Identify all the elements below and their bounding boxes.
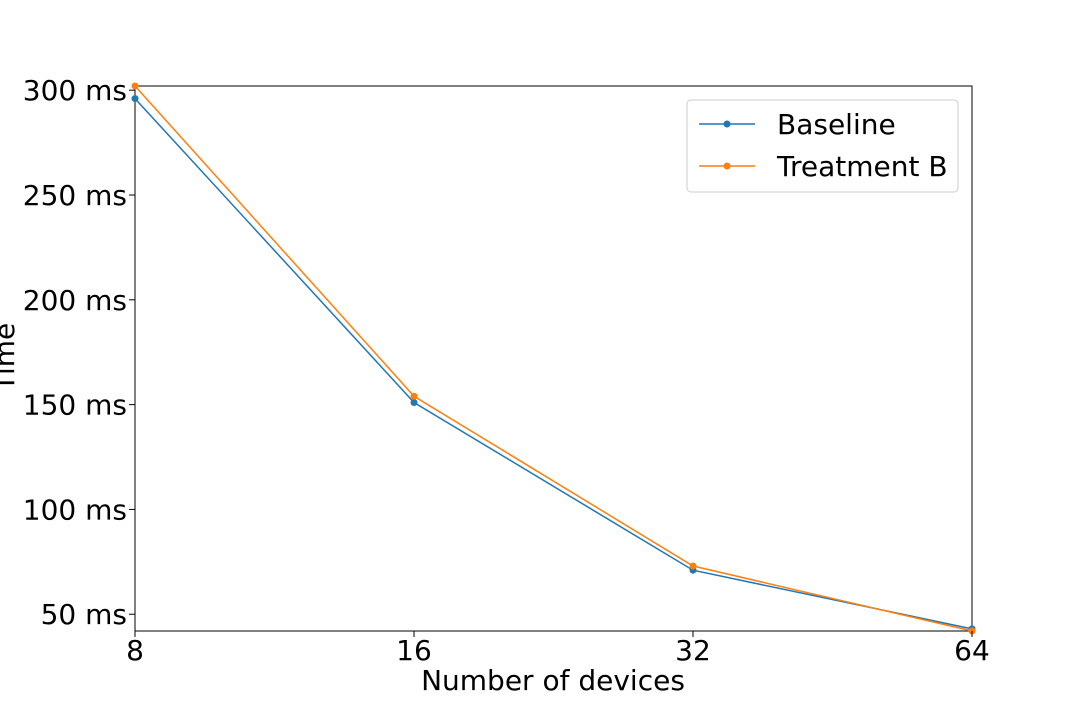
axes-layer: 50 ms 100 ms 150 ms 200 ms 250 ms 300 ms 8 16 32… [23,74,990,667]
x-tick-label: 16 [396,634,432,667]
series-line-baseline [134,98,973,630]
legend: Baseline Treatment B [686,99,959,193]
x-axis-label: Number of devices [421,664,685,697]
x-tick-label: 32 [675,634,711,667]
data-point-treatment-b [131,82,139,90]
legend-label-treatment-b: Treatment B [776,150,948,183]
series-line-treatment-b [134,85,973,632]
x-tick-label: 64 [954,634,990,667]
data-point-treatment-b [689,562,697,570]
series-layer [131,82,976,635]
y-axis-label: Time [0,323,21,393]
y-tick-label: 100 ms [23,493,127,526]
legend-frame [686,99,959,193]
y-tick-label: 200 ms [23,284,127,317]
legend-marker-baseline [723,120,731,128]
legend-label-baseline: Baseline [777,108,896,141]
data-point-treatment-b [410,392,418,400]
plot-frame [134,85,973,632]
plot-area [134,85,973,632]
legend-marker-treatment-b [723,162,731,170]
y-tick-label: 250 ms [23,179,127,212]
x-tick-label: 8 [126,634,144,667]
y-tick-label: 50 ms [41,598,127,631]
y-tick-label: 150 ms [23,389,127,422]
data-point-baseline [410,399,418,407]
data-point-baseline [131,95,139,103]
y-tick-label: 300 ms [23,74,127,107]
